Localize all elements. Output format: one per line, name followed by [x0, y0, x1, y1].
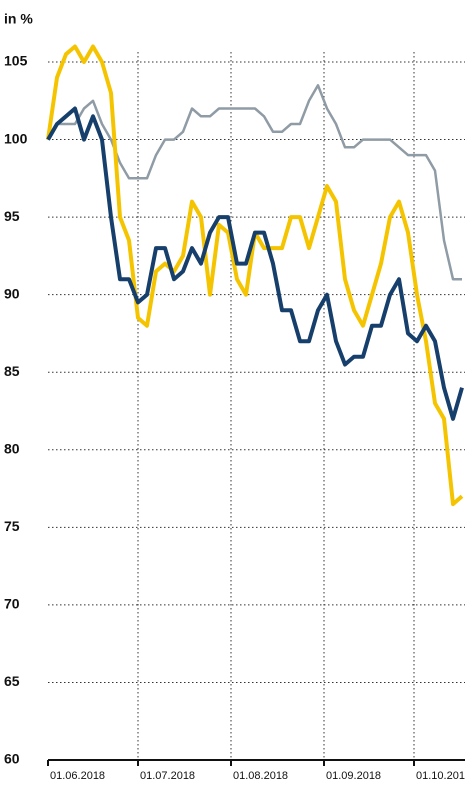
x-tick-label: 01.08.2018 [233, 770, 288, 782]
x-tick-label: 01.09.2018 [326, 770, 381, 782]
y-tick-label: 90 [4, 285, 20, 301]
series-line [46, 84, 462, 281]
x-tick-label: 01.07.2018 [140, 770, 195, 782]
y-tick-label: 95 [4, 208, 20, 224]
y-tick-label: 85 [4, 363, 20, 379]
x-tick-label: 01.10.2018 [416, 770, 465, 782]
y-tick-label: 100 [4, 130, 28, 146]
x-tick-label: 01.06.2018 [50, 770, 105, 782]
y-axis-label: in % [4, 11, 33, 27]
y-tick-label: 80 [4, 440, 20, 456]
series-line [46, 106, 464, 421]
y-tick-label: 75 [4, 518, 20, 534]
y-tick-label: 105 [4, 53, 28, 69]
y-tick-label: 60 [4, 751, 20, 767]
series-line [46, 44, 464, 507]
y-tick-label: 70 [4, 596, 20, 612]
y-tick-label: 65 [4, 673, 20, 689]
